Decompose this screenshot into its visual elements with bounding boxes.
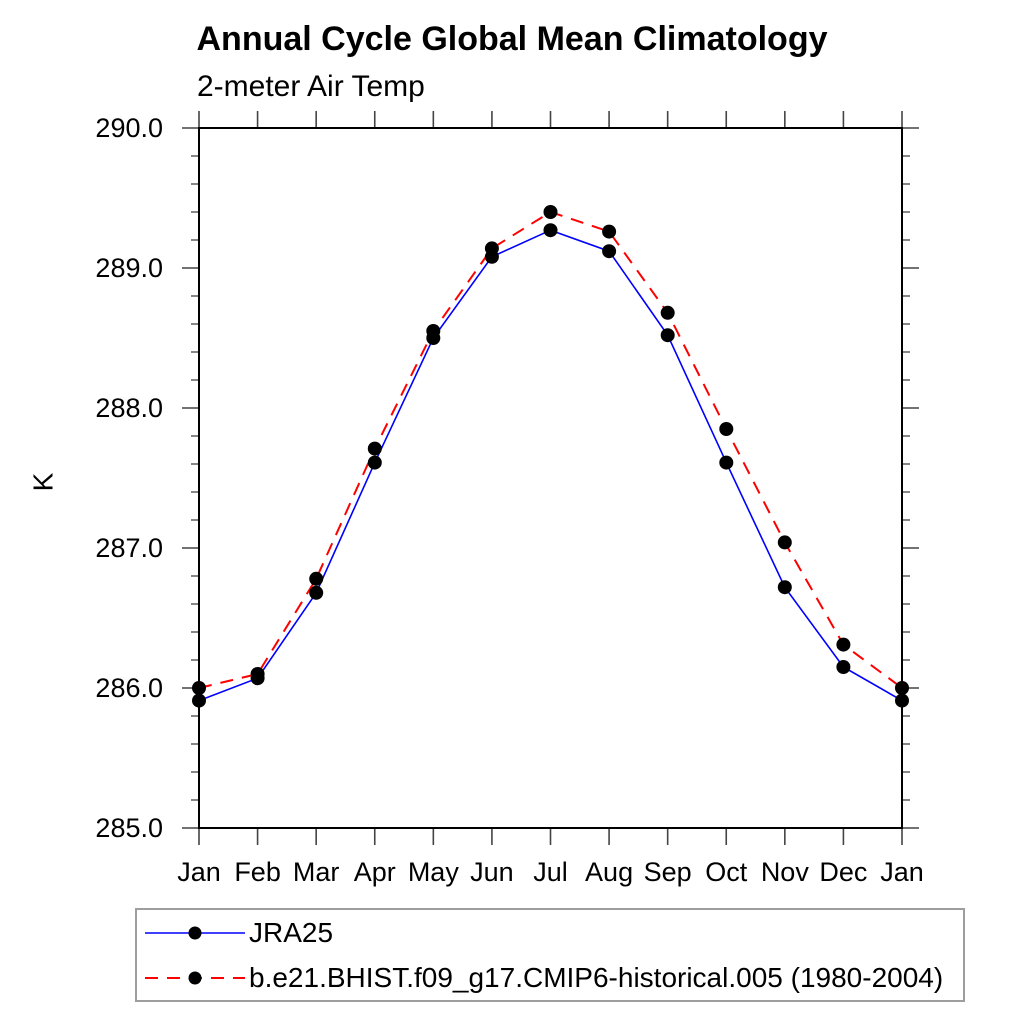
x-tick-label: Jan [880, 857, 924, 887]
y-tick-label: 288.0 [95, 393, 163, 423]
y-tick-label: 287.0 [95, 533, 163, 563]
data-point-marker [250, 667, 265, 681]
x-tick-label: May [408, 857, 460, 887]
legend-marker-icon [188, 926, 202, 939]
data-point-marker [192, 681, 206, 695]
data-point-marker [602, 224, 617, 239]
data-point-marker [367, 455, 382, 470]
series-line-1 [198, 210, 903, 689]
data-point-marker [719, 455, 734, 470]
legend-solid-line-icon [145, 926, 245, 939]
x-tick-label: Apr [354, 857, 396, 887]
data-point-marker [777, 580, 792, 595]
data-point-marker [543, 223, 558, 238]
x-tick-label: Jun [470, 857, 514, 887]
x-tick-label: Jan [177, 857, 221, 887]
legend-row: b.e21.BHIST.f09_g17.CMIP6-historical.005… [143, 960, 963, 996]
y-tick-label: 289.0 [95, 253, 163, 283]
legend-label: b.e21.BHIST.f09_g17.CMIP6-historical.005… [249, 961, 944, 993]
legend-marker-icon [188, 971, 202, 984]
x-tick-label: Nov [761, 857, 810, 887]
data-point-marker [602, 244, 617, 259]
x-tick-label: Sep [644, 857, 692, 887]
data-point-marker [777, 535, 792, 550]
axis-frame [198, 127, 903, 829]
y-tick-label: 290.0 [95, 113, 163, 143]
y-tick-label: 285.0 [95, 813, 163, 843]
data-point-marker [895, 681, 909, 695]
x-tick-label: Jul [533, 857, 568, 887]
data-point-marker [719, 422, 734, 436]
legend-dashed-line-icon [145, 971, 245, 984]
data-point-marker [660, 305, 675, 320]
data-point-marker [484, 241, 499, 256]
data-point-marker [543, 205, 558, 219]
x-tick-label: Mar [293, 857, 340, 887]
legend-label: JRA25 [249, 916, 334, 948]
data-point-marker [367, 441, 382, 456]
data-point-marker [426, 324, 441, 338]
data-point-marker [836, 637, 851, 652]
data-point-marker [660, 328, 675, 343]
x-tick-label: Oct [705, 857, 748, 887]
x-tick-label: Aug [585, 857, 633, 887]
data-point-marker [836, 660, 851, 674]
data-point-marker [309, 585, 324, 600]
data-point-marker [895, 693, 909, 708]
data-point-marker [309, 571, 324, 586]
chart-subtitle: 2-meter Air Temp [197, 70, 425, 103]
chart-title: Annual Cycle Global Mean Climatology [196, 20, 828, 58]
x-tick-label: Dec [819, 857, 867, 887]
data-point-marker [192, 693, 206, 708]
legend-row: JRA25 [143, 915, 963, 951]
series-line-0 [198, 229, 903, 702]
x-tick-label: Feb [234, 857, 281, 887]
y-tick-label: 286.0 [95, 673, 163, 703]
legend: JRA25 b.e21.BHIST.f09_g17.CMIP6-historica… [135, 908, 965, 1002]
